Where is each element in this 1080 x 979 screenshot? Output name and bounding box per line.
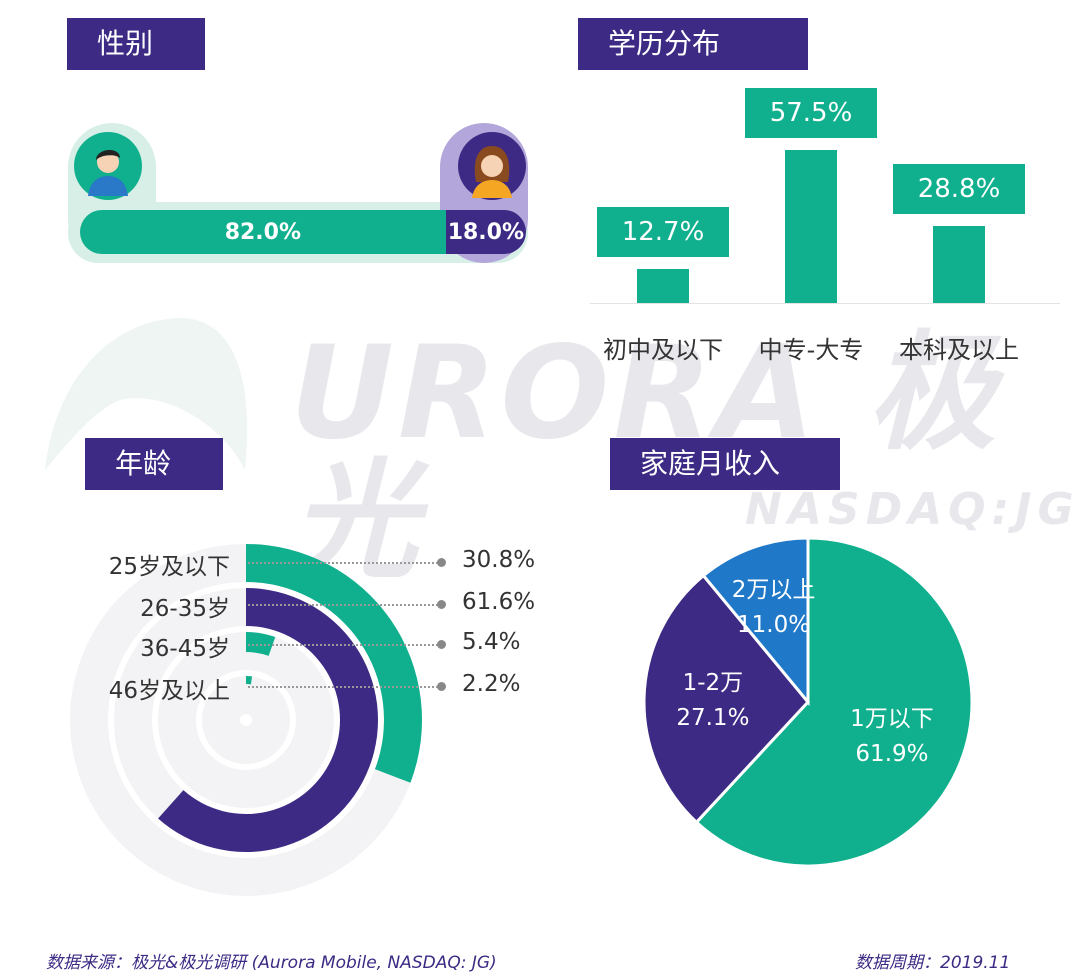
footer-period: 数据周期：2019.11 bbox=[855, 953, 1011, 973]
income-value-label: 61.9% bbox=[855, 740, 929, 767]
education-bar bbox=[637, 269, 689, 303]
age-leader-line bbox=[248, 604, 438, 606]
income-slice bbox=[642, 573, 810, 825]
age-value-label: 5.4% bbox=[462, 629, 521, 655]
education-title: 学历分布 bbox=[578, 18, 808, 70]
age-leader-dot bbox=[437, 600, 446, 609]
watermark-subtext: NASDAQ:JG bbox=[745, 484, 1080, 535]
age-leader-line bbox=[248, 686, 438, 688]
education-bar bbox=[933, 226, 985, 303]
income-category-label: 1万以下 bbox=[850, 705, 934, 732]
age-category-label: 26-35岁 bbox=[140, 596, 230, 622]
income-value-label: 27.1% bbox=[676, 705, 750, 732]
education-bar bbox=[785, 149, 837, 303]
education-value-label: 28.8% bbox=[893, 164, 1025, 215]
female-segment: 18.0% bbox=[445, 210, 526, 254]
age-chart bbox=[70, 544, 423, 896]
age-value-label: 30.8% bbox=[462, 547, 536, 573]
age-title: 年龄 bbox=[85, 438, 223, 490]
age-arc bbox=[158, 588, 379, 852]
male-icon bbox=[74, 132, 142, 200]
income-value-label: 11.0% bbox=[737, 612, 811, 639]
age-leader-line bbox=[248, 644, 438, 646]
education-category-label: 中专-大专 bbox=[758, 336, 864, 364]
age-leader-dot bbox=[437, 640, 446, 649]
male-segment: 82.0% bbox=[80, 210, 446, 254]
education-baseline bbox=[590, 303, 1060, 304]
gender-bar: 82.0% 18.0% bbox=[80, 210, 526, 254]
income-slice bbox=[701, 536, 810, 707]
age-leader-dot bbox=[437, 682, 446, 691]
education-value-label: 12.7% bbox=[597, 207, 729, 258]
income-category-label: 2万以上 bbox=[731, 577, 816, 604]
income-title: 家庭月收入 bbox=[610, 438, 840, 490]
footer-source: 数据来源：极光&极光调研 (Aurora Mobile, NASDAQ: JG) bbox=[46, 953, 497, 973]
age-value-label: 61.6% bbox=[462, 589, 536, 615]
income-slice bbox=[694, 536, 974, 868]
age-leader-line bbox=[248, 562, 438, 564]
age-arc bbox=[246, 544, 423, 783]
education-category-label: 初中及以下 bbox=[603, 336, 723, 364]
income-chart bbox=[642, 536, 974, 868]
age-leader-dot bbox=[437, 558, 446, 567]
income-category-label: 1-2万 bbox=[682, 670, 744, 697]
watermark-text: URORA 极光 bbox=[290, 319, 1000, 596]
age-value-label: 2.2% bbox=[462, 671, 521, 697]
female-icon bbox=[458, 132, 526, 200]
age-arc bbox=[246, 632, 276, 656]
age-category-label: 36-45岁 bbox=[140, 636, 230, 662]
education-category-label: 本科及以上 bbox=[899, 336, 1019, 364]
gender-title: 性别 bbox=[67, 18, 205, 70]
age-arc bbox=[246, 676, 253, 685]
age-category-label: 46岁及以上 bbox=[108, 678, 230, 704]
age-ring-bg bbox=[202, 676, 290, 764]
age-category-label: 25岁及以下 bbox=[108, 554, 230, 580]
education-value-label: 57.5% bbox=[745, 87, 877, 138]
